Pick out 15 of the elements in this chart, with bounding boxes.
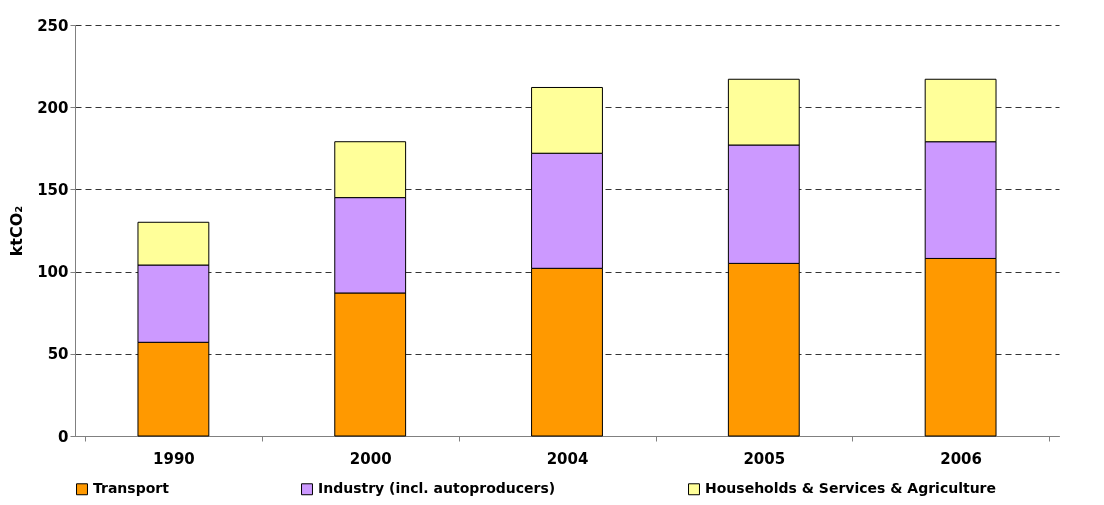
x-tick-label: 2005 [743,449,786,468]
legend-label: Households & Services & Agriculture [705,480,996,497]
x-tick-label: 2004 [546,449,589,468]
y-tick-label: 150 [37,180,69,199]
y-tick-label: 0 [58,427,69,446]
y-tick-label: 250 [37,16,69,35]
legend-label: Industry (incl. autoproducers) [318,480,556,497]
y-axis-title: ktCO₂ [7,205,27,257]
legend-label: Transport [93,480,170,497]
x-tick-label: 1990 [153,449,195,468]
x-tick-label: 2000 [349,449,392,468]
x-tick-label: 2006 [940,449,982,468]
y-tick-label: 100 [37,263,69,282]
y-tick-label: 50 [47,345,69,364]
y-tick-label: 200 [37,98,69,117]
